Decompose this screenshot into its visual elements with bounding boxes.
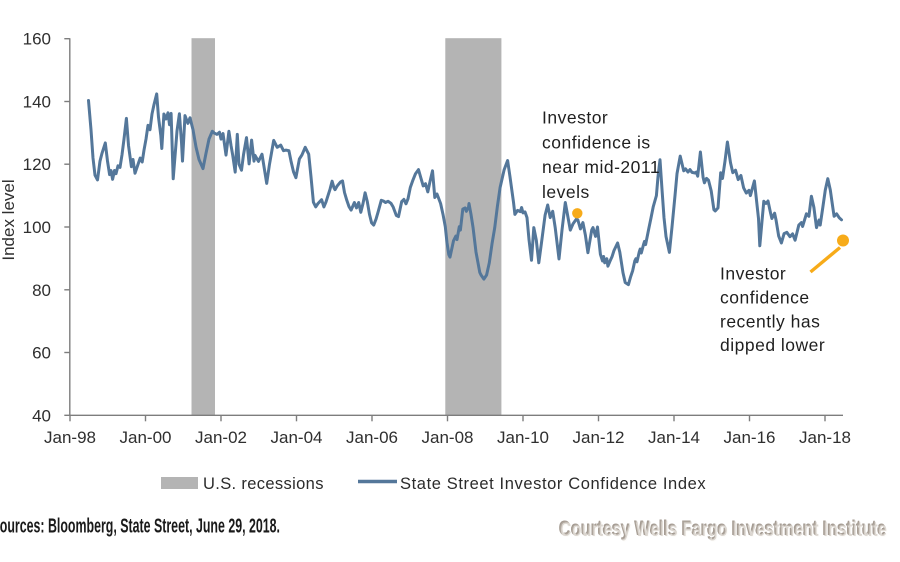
svg-text:Investor: Investor	[720, 264, 786, 284]
svg-text:Jan-18: Jan-18	[799, 428, 851, 447]
svg-text:Courtesy Wells Fargo Investmen: Courtesy Wells Fargo Investment Institut…	[560, 518, 887, 541]
svg-text:60: 60	[32, 344, 51, 363]
svg-text:Jan-04: Jan-04	[271, 428, 323, 447]
svg-text:confidence is: confidence is	[542, 132, 651, 152]
svg-text:Jan-12: Jan-12	[573, 428, 625, 447]
svg-text:Jan-02: Jan-02	[195, 428, 247, 447]
svg-text:120: 120	[23, 155, 51, 174]
svg-text:Jan-08: Jan-08	[422, 428, 474, 447]
svg-text:Investor: Investor	[542, 108, 608, 128]
svg-text:40: 40	[32, 406, 51, 425]
svg-text:100: 100	[23, 218, 51, 237]
svg-text:levels: levels	[542, 182, 590, 202]
svg-text:U.S. recessions: U.S. recessions	[203, 475, 324, 493]
svg-text:confidence: confidence	[720, 287, 810, 307]
svg-text:recently has: recently has	[720, 311, 820, 331]
svg-text:State Street Investor Confiden: State Street Investor Confidence Index	[400, 475, 706, 493]
svg-text:140: 140	[23, 93, 51, 112]
svg-text:Index level: Index level	[0, 179, 18, 260]
svg-text:Jan-10: Jan-10	[497, 428, 549, 447]
svg-text:Courtesy Wells Fargo Investmen: Courtesy Wells Fargo Investment Institut…	[559, 516, 886, 539]
svg-text:80: 80	[32, 281, 51, 300]
svg-text:near mid-2011: near mid-2011	[542, 157, 660, 177]
svg-text:Jan-98: Jan-98	[44, 428, 96, 447]
svg-text:Jan-16: Jan-16	[724, 428, 776, 447]
svg-text:160: 160	[23, 30, 51, 49]
svg-text:Jan-06: Jan-06	[346, 428, 398, 447]
svg-text:Courtesy Wells Fargo Investmen: Courtesy Wells Fargo Investment Institut…	[560, 517, 887, 540]
svg-text:Jan-00: Jan-00	[120, 428, 172, 447]
svg-text:dipped lower: dipped lower	[720, 335, 825, 355]
svg-text:Jan-14: Jan-14	[648, 428, 700, 447]
svg-text:Sources: Bloomberg, State Stre: Sources: Bloomberg, State Street, June 2…	[0, 514, 280, 537]
